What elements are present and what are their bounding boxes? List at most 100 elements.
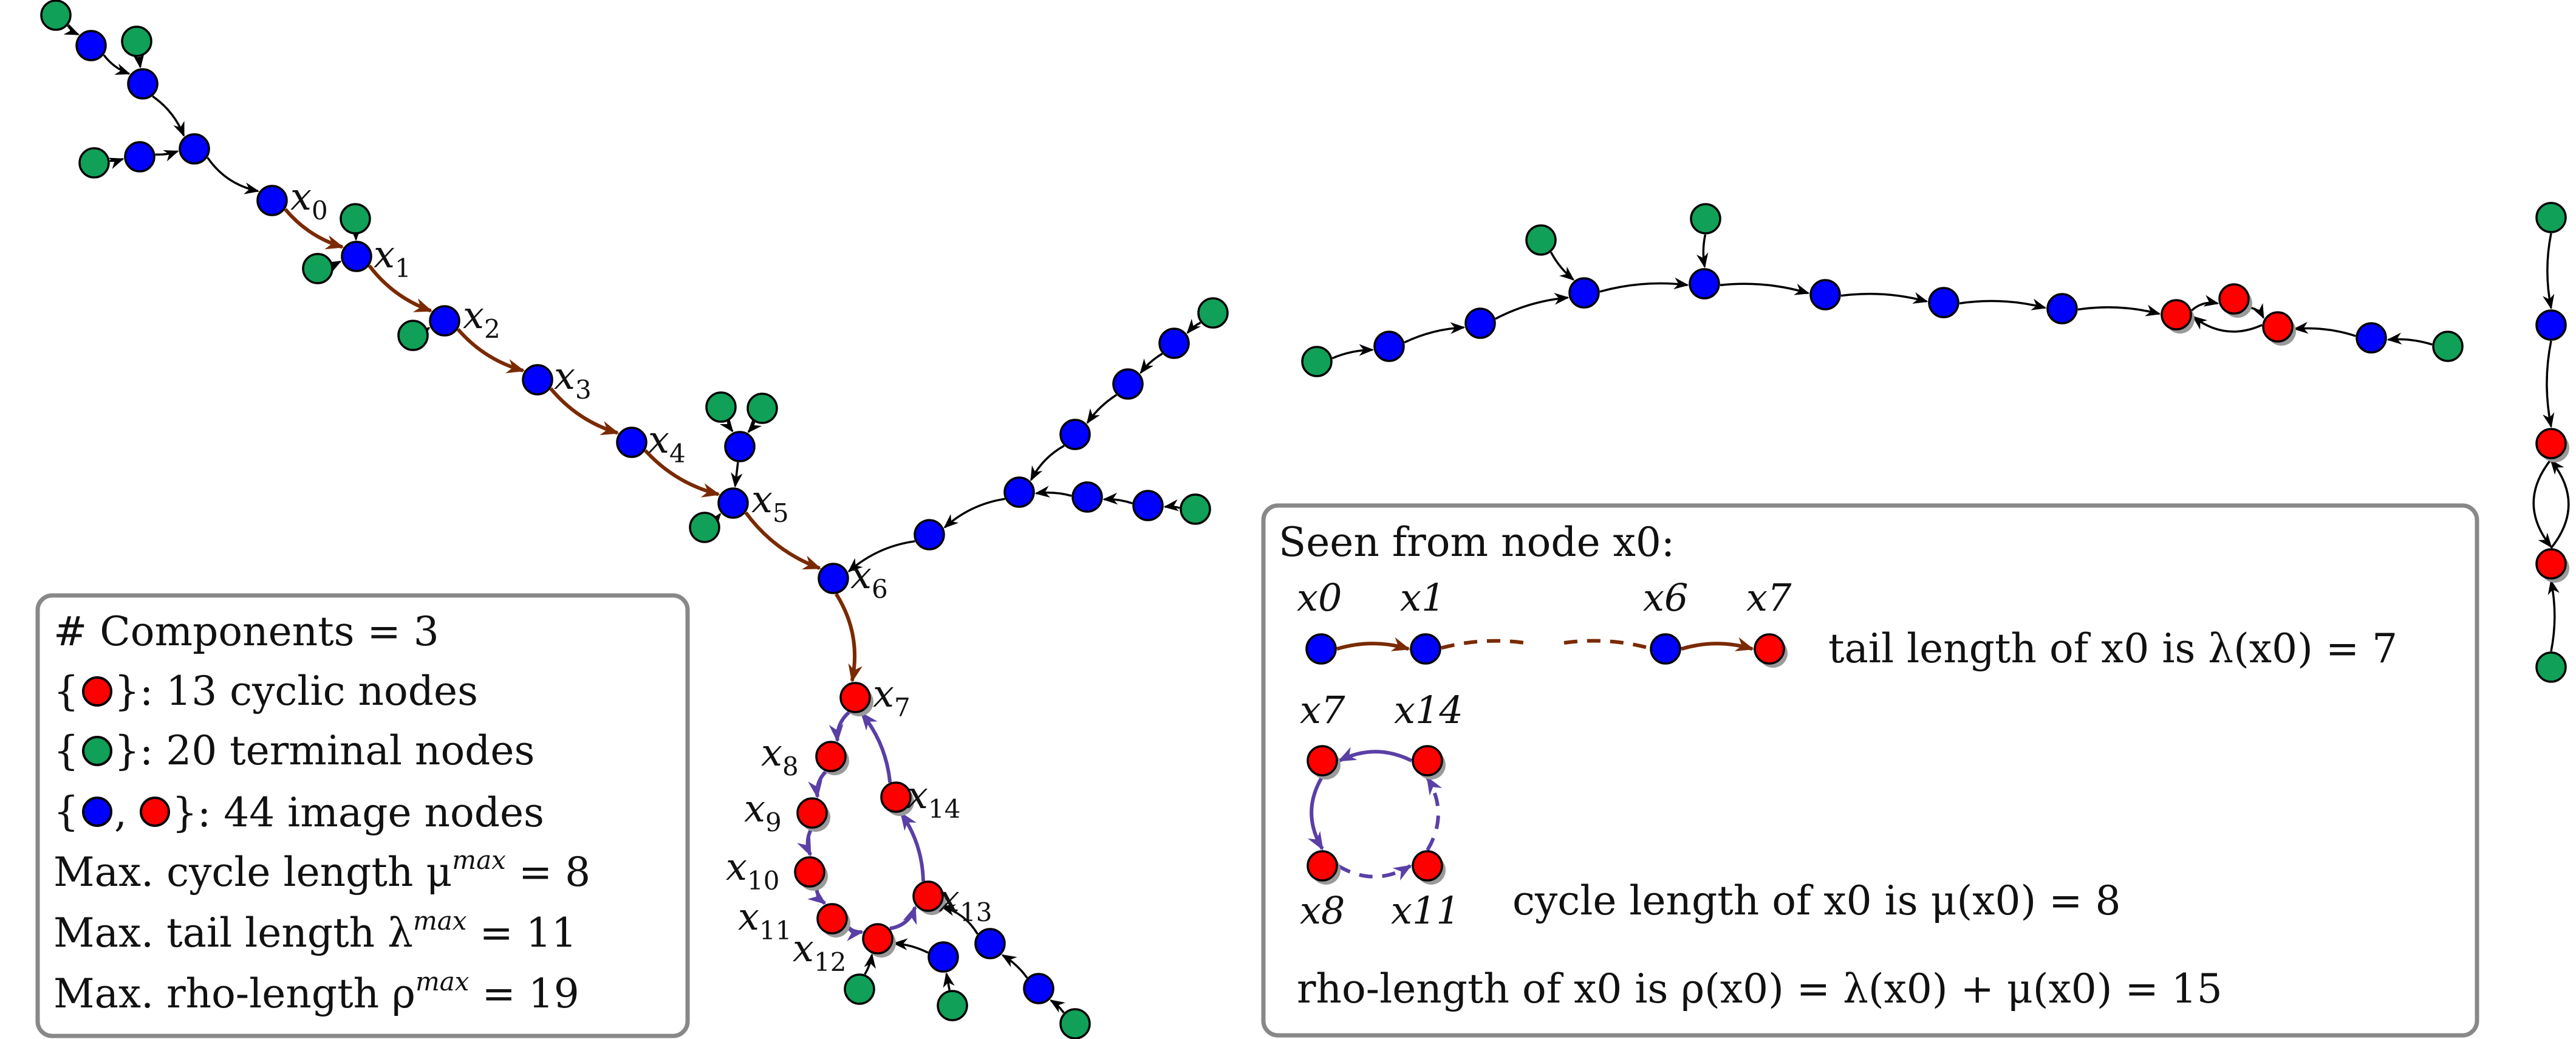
edge-b5-to-x5 <box>731 462 743 488</box>
image-node-b20 <box>1373 331 1405 362</box>
edge-b30-to-r30 <box>2543 340 2555 428</box>
seen-edge-to-x6-dashed <box>1563 639 1649 650</box>
graph-edges <box>63 23 2570 1013</box>
edge-b15-to-b14 <box>1001 954 1028 979</box>
image-node-b6 <box>1158 327 1190 359</box>
cyclic-node-x11 <box>816 903 848 934</box>
edge-b25-to-b26 <box>1959 298 2047 310</box>
seen-edge-x8-to-x11 <box>1337 864 1412 881</box>
cyclic-node-r30 <box>2535 428 2567 459</box>
edge-g31-to-r31 <box>2547 579 2560 652</box>
node-label-x10: x10 <box>726 845 779 896</box>
edge-b11-to-b9 <box>1034 485 1072 498</box>
edge-g5-to-x1 <box>326 260 342 273</box>
edge-x7-to-x8 <box>828 710 851 743</box>
image-node-b8 <box>1059 419 1091 450</box>
terminal-node-g1 <box>40 0 72 31</box>
cyclic-node-x13 <box>912 880 944 912</box>
edge-g22-to-b23 <box>1696 234 1709 269</box>
edge-x12-to-x13 <box>889 905 917 931</box>
seen-box-mini-graph <box>1305 633 1788 885</box>
image-node-b4 <box>124 141 155 173</box>
node-label-x7: x7 <box>873 671 910 722</box>
seen-edge-x1-dashed <box>1441 639 1525 650</box>
node-label-x11: x11 <box>738 894 791 945</box>
edge-r30-to-r31 <box>2532 458 2552 548</box>
node-label-x9: x9 <box>744 786 782 837</box>
edge-x4-to-x5 <box>644 449 720 498</box>
legend-brace-open: { <box>53 668 79 715</box>
image-node-b2 <box>127 68 159 100</box>
terminal-node-g30 <box>2535 202 2567 233</box>
cyclic-node-r21 <box>2218 283 2250 315</box>
terminal-node-legend-icon <box>82 736 112 766</box>
edge-x13-to-x14 <box>900 812 925 882</box>
stats-legend-box: # Components = 3 { }: 13 cyclic nodes { … <box>35 593 690 1038</box>
image-node-x0 <box>256 185 288 216</box>
cyclic-node-x9 <box>796 797 828 829</box>
image-node-b11 <box>1071 481 1103 513</box>
edge-g20-to-b20 <box>1331 344 1375 360</box>
terminal-node-g8 <box>746 393 778 424</box>
edge-b22-to-b23 <box>1599 277 1689 293</box>
image-node-b21 <box>1464 307 1496 339</box>
seen-image-node-s6 <box>1650 633 1681 665</box>
node-label-x6: x6 <box>850 553 888 604</box>
tail-length-text: tail length of x0 is λ(x0) = 7 <box>1828 625 2397 672</box>
seen-edge-x6-to-x7 <box>1681 637 1754 651</box>
image-node-b7 <box>1112 368 1144 400</box>
image-node-b12 <box>1132 490 1164 521</box>
node-label-x4: x4 <box>648 417 686 468</box>
cyclic-node-r20 <box>2161 299 2192 331</box>
cycle-length-text: cycle length of x0 is μ(x0) = 8 <box>1512 877 2120 924</box>
seen-edge-x7-to-x8 <box>1307 775 1324 851</box>
components-count: # Components = 3 <box>53 608 439 655</box>
cyclic-nodes-count: }: 13 cyclic nodes <box>114 668 478 715</box>
edge-g21-to-b22 <box>1549 252 1575 281</box>
edge-b24-to-b25 <box>1840 292 1929 304</box>
edge-b9-to-b10 <box>943 498 1005 529</box>
node-label-x2: x2 <box>463 293 501 344</box>
edge-x0-to-x1 <box>284 208 344 250</box>
terminal-node-g6 <box>397 320 429 351</box>
image-node-b23 <box>1689 268 1720 300</box>
edge-x6-to-x7 <box>835 593 863 683</box>
edge-b13-to-x12 <box>892 938 929 954</box>
seen-image-node-s1 <box>1410 633 1441 665</box>
image-node-x5 <box>717 487 749 519</box>
seen-edge-x14-to-x7 <box>1338 747 1413 763</box>
seen-label-x1: x1 <box>1400 575 1445 620</box>
image-node-b15 <box>1023 973 1054 1004</box>
image-node-b10 <box>914 519 945 550</box>
edge-g11-to-b12 <box>1163 499 1180 512</box>
edge-g13-to-x12 <box>864 953 876 975</box>
edge-g23-to-b27 <box>2386 332 2433 346</box>
terminal-node-g13 <box>844 973 875 1005</box>
node-label-x12: x12 <box>793 926 846 977</box>
node-label-x14: x14 <box>907 773 960 824</box>
seen-label-x8: x8 <box>1300 888 1345 933</box>
edge-b14-to-x13 <box>940 904 979 935</box>
edge-r22-to-r20 <box>2192 315 2263 333</box>
edge-b4-to-b3 <box>155 150 179 162</box>
image-node-x2 <box>429 305 460 337</box>
terminal-node-g7 <box>705 391 737 423</box>
cyclic-node-legend-icon <box>82 676 112 707</box>
terminal-node-g20 <box>1301 346 1333 377</box>
terminal-node-g4 <box>340 203 371 235</box>
rho-length-text: rho-length of x0 is ρ(x0) = λ(x0) + μ(x0… <box>1297 965 2222 1012</box>
edge-b6-to-b7 <box>1139 352 1163 374</box>
edge-g8-to-b5 <box>747 417 762 433</box>
image-nodes-count: }: 44 image nodes <box>172 789 544 836</box>
image-node-b1 <box>75 30 107 61</box>
image-node-b13 <box>928 941 959 973</box>
seen-box-title: Seen from node x0: <box>1279 519 1675 566</box>
legend-brace-open: { <box>53 727 79 774</box>
edge-g2-to-b2 <box>132 53 145 69</box>
seen-label-x11: x11 <box>1391 888 1460 933</box>
terminal-node-g3 <box>78 147 110 179</box>
seen-label-x0: x0 <box>1297 575 1342 620</box>
node-label-x8: x8 <box>761 730 799 781</box>
edge-g1-to-b1 <box>63 23 80 36</box>
edge-g12-to-b13 <box>943 972 955 990</box>
